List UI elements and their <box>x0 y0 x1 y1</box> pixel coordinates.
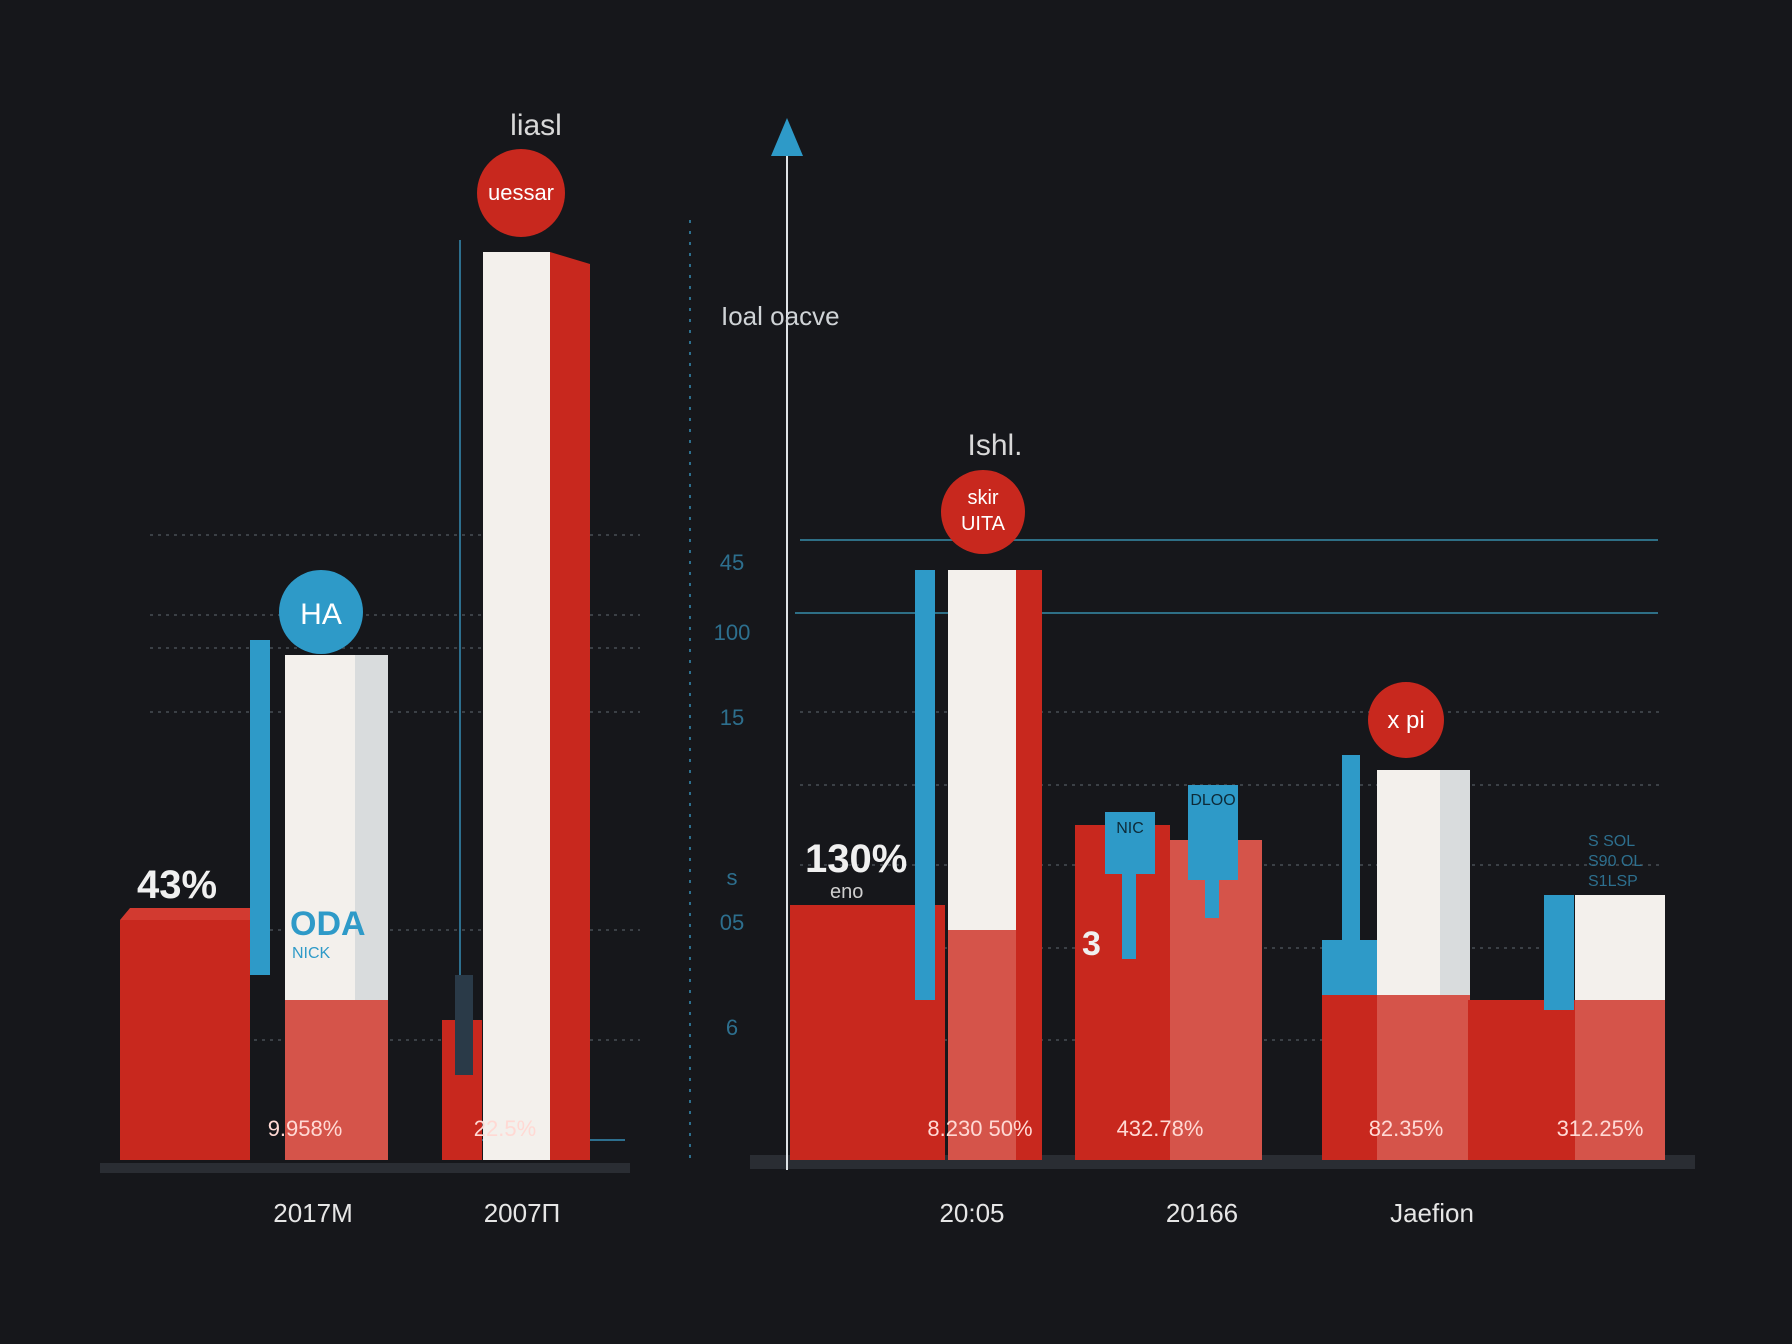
tag-stem <box>1122 874 1136 959</box>
marker-label: UITA <box>961 513 1006 535</box>
inner-sublabel: NICK <box>292 945 331 962</box>
marker-label: HA <box>300 598 342 631</box>
marker-circle-icon <box>1368 682 1444 758</box>
extra-label: S1LSP <box>1588 873 1638 890</box>
y-tick-labels: 45 100 15 s 05 6 <box>714 550 751 1040</box>
inner-label: ODA <box>290 905 366 943</box>
top-label: Ishl. <box>967 429 1022 462</box>
bar <box>948 930 1016 1160</box>
tag-label: NIC <box>1116 820 1144 837</box>
tag-label: DLOO <box>1190 792 1235 809</box>
bar <box>1468 1000 1578 1160</box>
top-label: liasl <box>510 109 562 142</box>
y-tick-label: 15 <box>720 705 744 730</box>
bar-value-label: 432.78% <box>1117 1116 1204 1141</box>
right-gridlines <box>795 539 1660 1041</box>
x-tick-label: Jaefion <box>1390 1198 1474 1228</box>
bar-side-face <box>550 252 590 1160</box>
right-chart: Ioal oacve 45 100 15 s 05 6 skir UITA Ishl. 130%… <box>714 118 1695 1228</box>
marker-label: x pi <box>1387 707 1424 734</box>
bar-value-label: 82.35% <box>1369 1116 1444 1141</box>
marker-circle-icon <box>477 149 565 237</box>
extra-label: S SOL <box>1588 833 1635 850</box>
extra-label: S90 OL <box>1588 853 1642 870</box>
bar-value-label: 8.230 50% <box>927 1116 1032 1141</box>
tag-stem <box>1205 880 1219 918</box>
x-tick-label: 20:05 <box>939 1198 1004 1228</box>
right-labels: skir UITA Ishl. 130%eno 8.230 50% 20:05 NIC DLO… <box>805 429 1643 1228</box>
marker-label: skir <box>967 487 998 509</box>
y-tick-label: 6 <box>726 1015 738 1040</box>
x-tick-label: 2007Π <box>484 1198 561 1228</box>
left-chart: HA 43% ODA NICK 9.958% 2017M uessar liasl 22.5% 2… <box>100 109 691 1228</box>
y-tick-label: s <box>727 865 738 890</box>
bar <box>1575 1000 1665 1160</box>
bar-blue-stem <box>915 570 935 1000</box>
marker-circle-icon <box>941 470 1025 554</box>
bar <box>120 920 250 1160</box>
bar <box>285 1000 388 1160</box>
tag-box <box>1105 812 1155 874</box>
extra-label: 3 <box>1082 925 1101 963</box>
bar-dark-stem <box>455 975 473 1075</box>
bar <box>1322 995 1377 1160</box>
side-value-label: 43% <box>137 863 217 907</box>
marker-circle-icon <box>279 570 363 654</box>
bar <box>1377 995 1470 1160</box>
left-bars <box>120 149 590 1160</box>
x-tick-label: 2017M <box>273 1198 353 1228</box>
y-axis-label: Ioal oacve <box>721 301 840 331</box>
bar-top-face <box>120 908 250 920</box>
bar-value-label: 312.25% <box>1557 1116 1644 1141</box>
y-tick-label: 100 <box>714 620 751 645</box>
bar-blue-stem <box>1342 755 1360 1020</box>
y-tick-label: 05 <box>720 910 744 935</box>
bar <box>483 252 550 1160</box>
side-sublabel: eno <box>830 881 863 903</box>
right-bars <box>790 470 1665 1160</box>
bar-value-label: 9.958% <box>268 1116 343 1141</box>
y-axis-arrow-icon <box>771 118 803 156</box>
bar-value-label: 22.5% <box>474 1116 536 1141</box>
marker-label: uessar <box>488 180 554 205</box>
bar-blue-stem <box>1544 895 1574 1010</box>
x-tick-label: 20166 <box>1166 1198 1238 1228</box>
y-tick-label: 45 <box>720 550 744 575</box>
tag-box <box>1188 785 1238 880</box>
bar-side-face <box>1016 570 1042 1160</box>
side-value-label: 130% <box>805 837 907 881</box>
bar-blue-stem <box>250 640 270 975</box>
left-labels: HA 43% ODA NICK 9.958% 2017M uessar liasl 22.5% 2… <box>137 109 562 1228</box>
